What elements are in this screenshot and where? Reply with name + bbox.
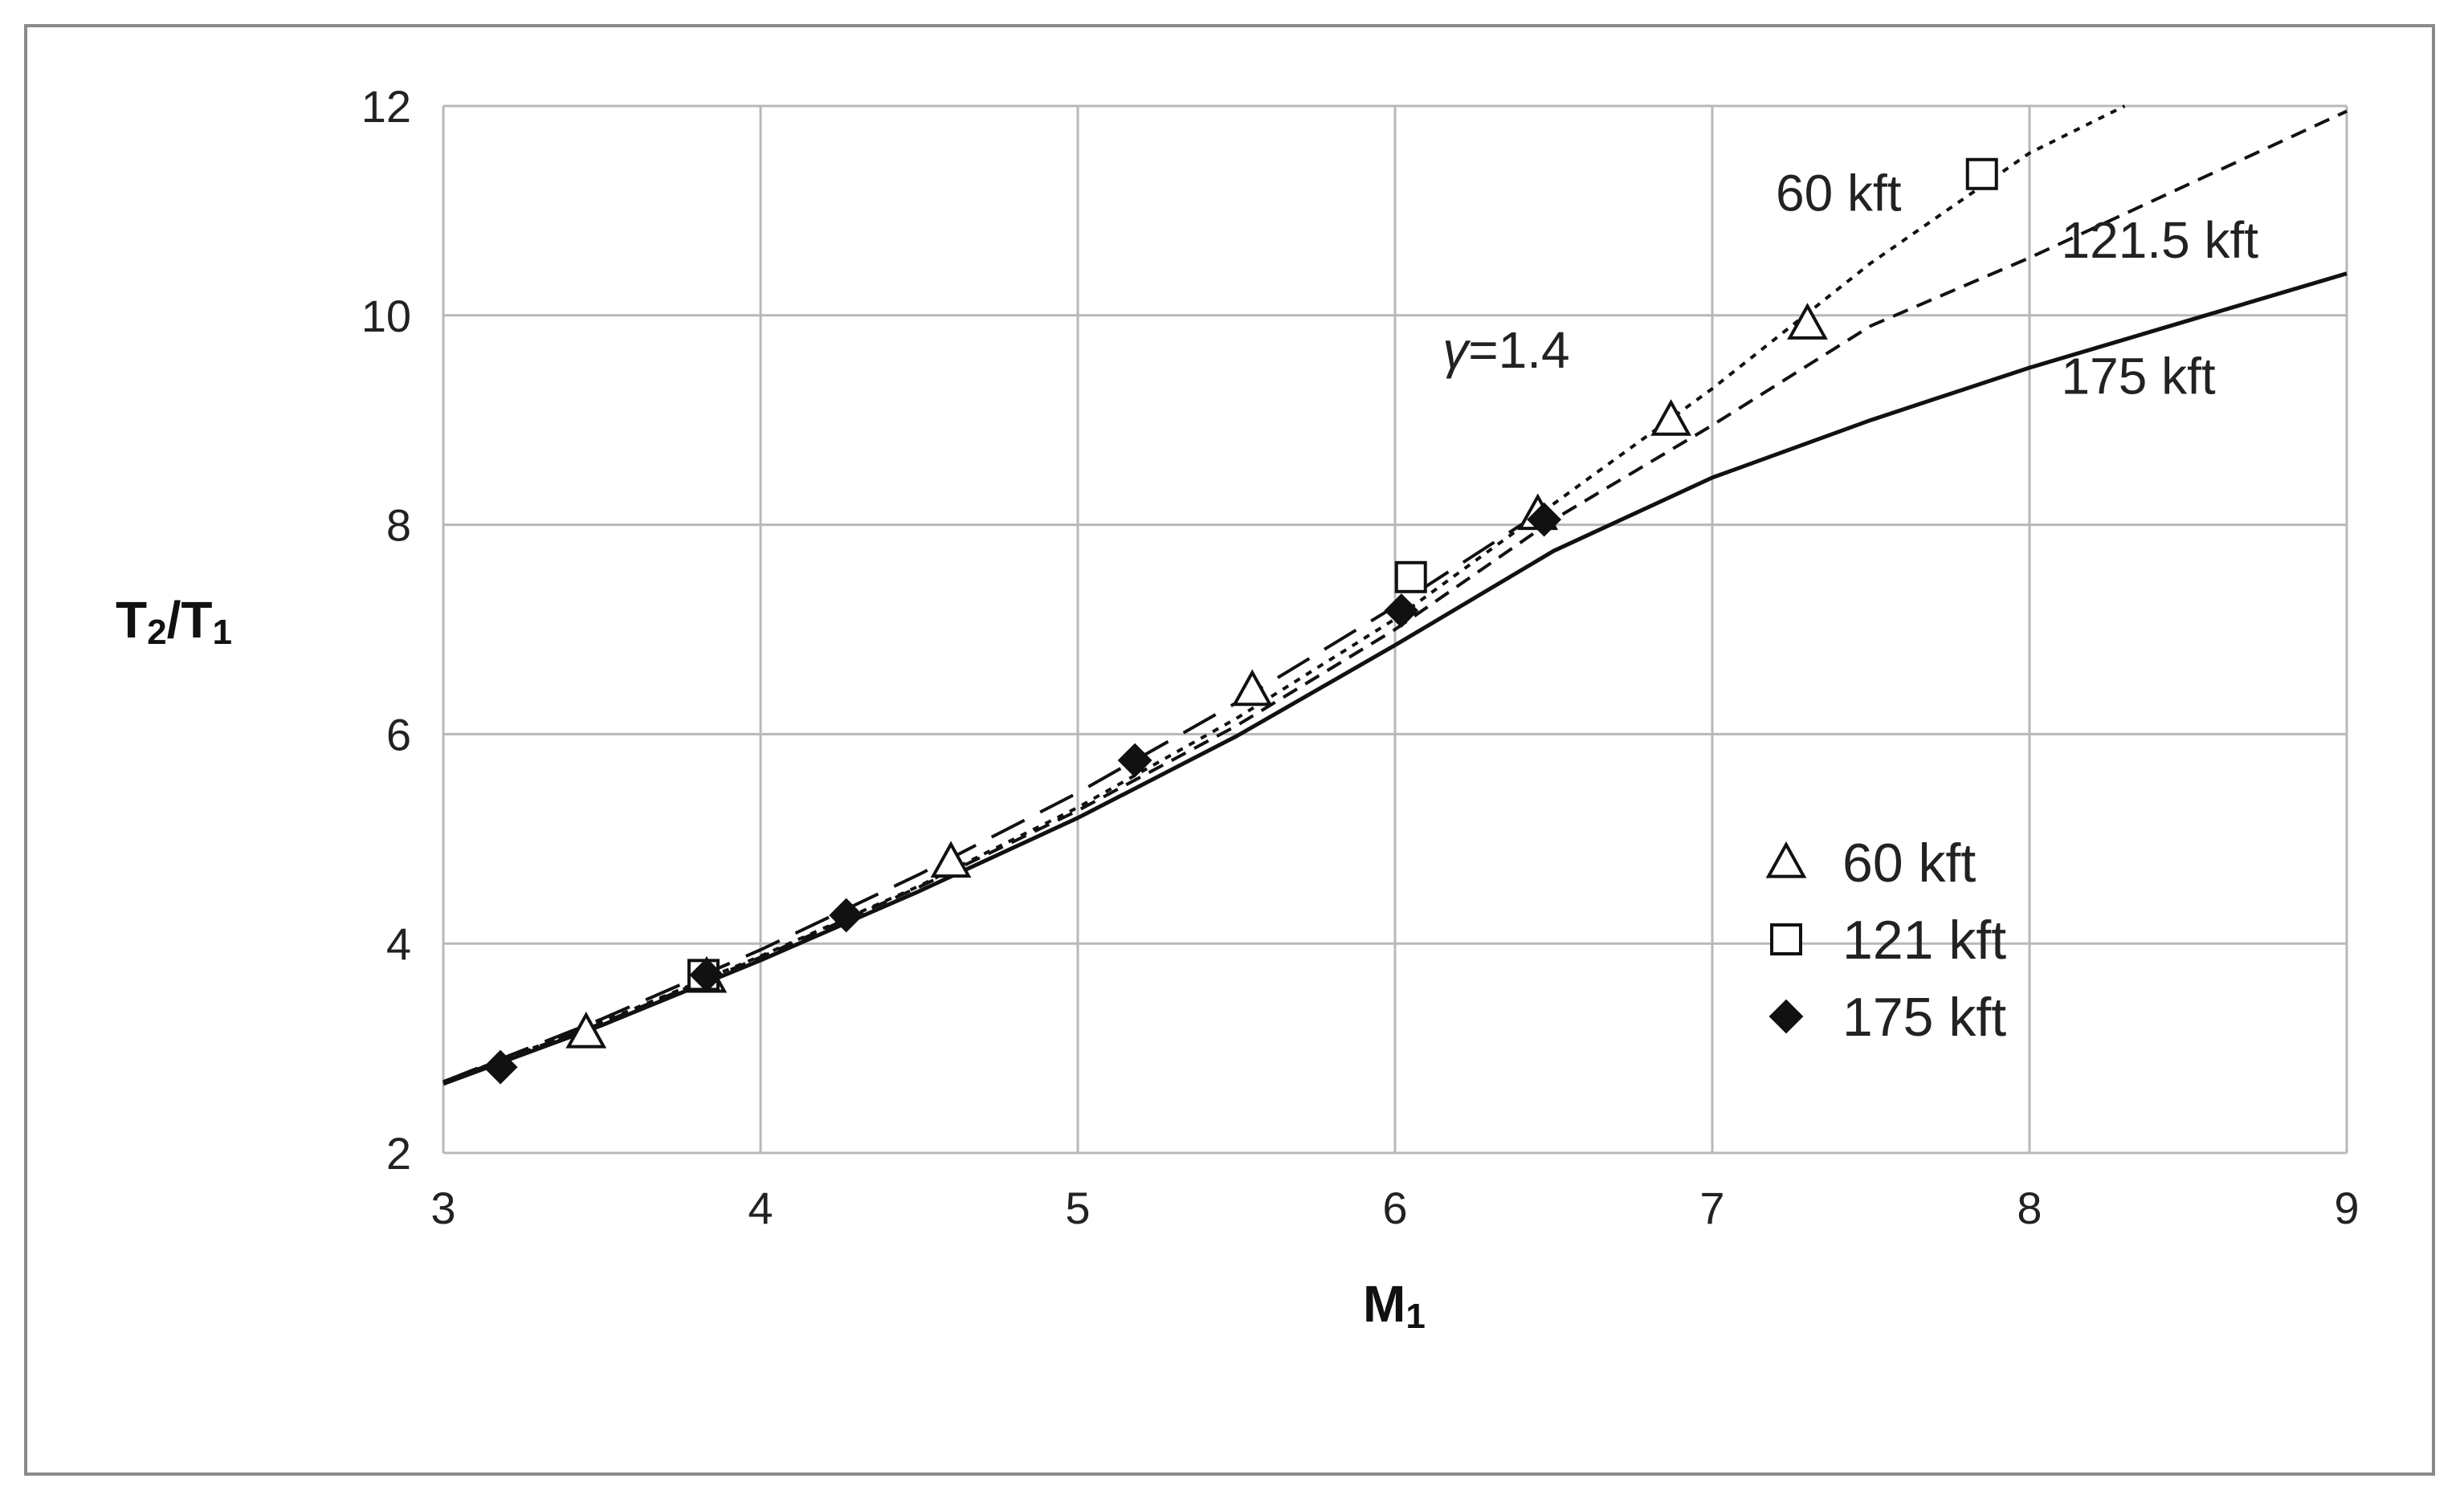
y-tick-label: 2 xyxy=(386,1128,411,1179)
y-tick-label: 4 xyxy=(386,918,411,969)
marker-triangle-open xyxy=(1650,399,1692,436)
data-markers xyxy=(483,157,1998,1085)
legend: 60 kft 121 kft 175 kft xyxy=(1765,833,2006,1048)
x-tick-label: 5 xyxy=(1065,1183,1090,1233)
curve--1-4 xyxy=(443,502,1555,1084)
x-tick-label: 9 xyxy=(2334,1183,2359,1233)
x-tick-label: 4 xyxy=(748,1183,773,1233)
curve-labels: 60 kft 121.5 kft 175 kft γ=1.4 xyxy=(1442,164,2258,405)
marker-diamond-filled xyxy=(1384,593,1419,628)
curve-label: 121.5 kft xyxy=(2062,211,2259,269)
grid xyxy=(442,104,2348,1155)
y-tick-label: 10 xyxy=(361,291,411,341)
y-tick-labels: 2 4 6 8 10 12 xyxy=(361,81,411,1179)
y-axis-title-sub1: 1 xyxy=(212,613,231,652)
marker-triangle-open xyxy=(565,1011,607,1049)
x-tick-label: 8 xyxy=(2017,1183,2042,1233)
curve-label: 60 kft xyxy=(1776,164,1902,222)
legend-label: 175 kft xyxy=(1842,987,2006,1048)
x-axis-title-sub: 1 xyxy=(1405,1297,1425,1336)
y-tick-label: 8 xyxy=(386,500,411,551)
y-tick-label: 6 xyxy=(386,709,411,760)
marker-diamond-filled xyxy=(1117,743,1152,778)
curve-121-5-kft xyxy=(443,109,2348,1084)
marker-triangle-open xyxy=(1787,303,1828,340)
marker-diamond-filled xyxy=(689,957,724,992)
marker-diamond-filled xyxy=(1527,502,1562,537)
x-axis-title-main: M xyxy=(1363,1275,1405,1333)
gamma-value: =1.4 xyxy=(1468,321,1569,379)
marker-triangle-open xyxy=(1231,669,1273,707)
curve-175-kft xyxy=(443,271,2348,1086)
legend-marker xyxy=(1768,999,1804,1034)
legend-label: 121 kft xyxy=(1842,910,2006,971)
legend-marker xyxy=(1770,923,1802,955)
marker-diamond-filled xyxy=(483,1049,518,1085)
y-axis-title-sub2: 2 xyxy=(147,613,166,652)
y-tick-label: 12 xyxy=(361,81,411,132)
x-axis-title: M1 xyxy=(1363,1275,1426,1336)
x-tick-label: 7 xyxy=(1699,1183,1724,1233)
curve-label: 175 kft xyxy=(2062,348,2216,405)
curves xyxy=(443,104,2348,1086)
y-axis-title-t1: /T xyxy=(167,591,213,649)
legend-label: 60 kft xyxy=(1842,833,1976,894)
x-tick-labels: 3 4 5 6 7 8 9 xyxy=(430,1183,2359,1233)
marker-square-open xyxy=(1965,157,1998,190)
legend-marker xyxy=(1765,841,1807,878)
marker-square-open xyxy=(1394,560,1427,593)
marker-diamond-filled xyxy=(829,898,864,933)
x-tick-label: 6 xyxy=(1382,1183,1407,1233)
gamma-label: γ=1.4 xyxy=(1442,321,1569,379)
y-axis-title-t2: T xyxy=(116,591,147,649)
x-tick-label: 3 xyxy=(430,1183,455,1233)
marker-triangle-open xyxy=(930,841,972,878)
y-axis-title: T2/T1 xyxy=(116,591,232,652)
gamma-symbol: γ xyxy=(1442,321,1471,379)
